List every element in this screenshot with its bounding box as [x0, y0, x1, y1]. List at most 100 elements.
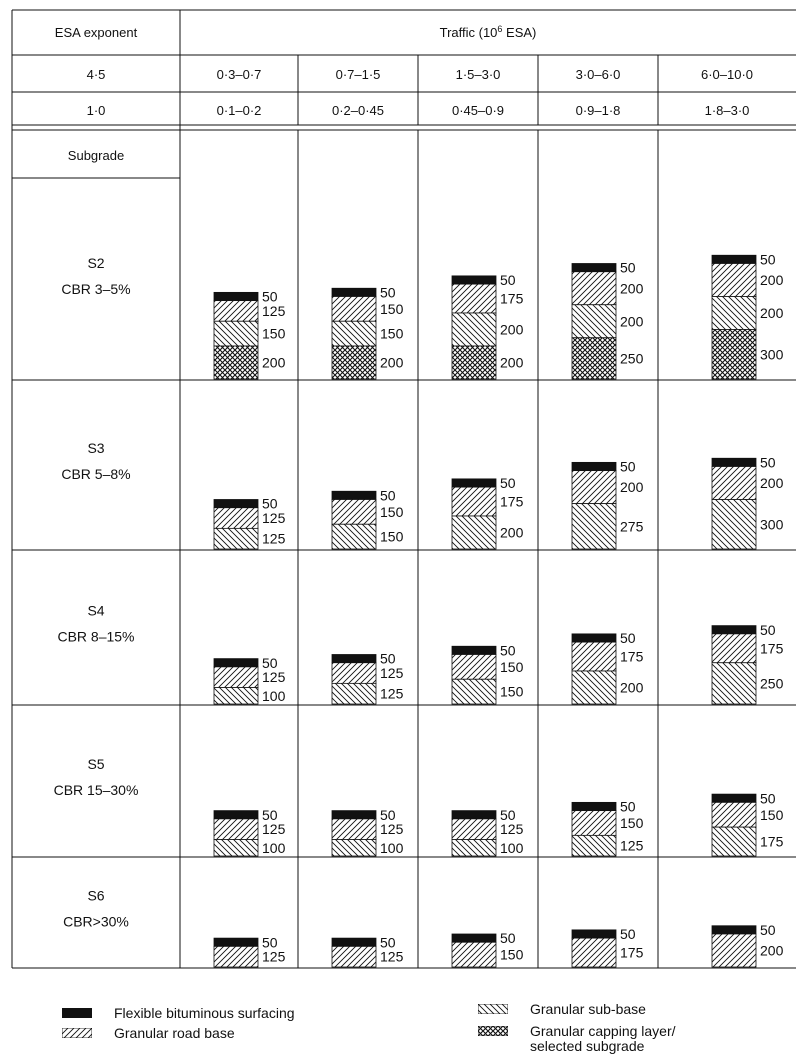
subgrade-header: Subgrade	[68, 148, 124, 163]
subgrade-class: S3	[87, 440, 104, 456]
base-layer	[213, 666, 259, 688]
thickness-label: 175	[500, 291, 524, 307]
sub-layer	[711, 296, 757, 330]
thickness-label: 200	[760, 305, 784, 321]
surf-layer	[213, 291, 259, 302]
base-layer	[711, 801, 757, 828]
sub-layer	[213, 687, 259, 705]
thickness-label: 200	[620, 313, 644, 329]
thickness-label: 50	[262, 289, 278, 305]
base-layer	[571, 810, 617, 836]
thickness-label: 175	[760, 834, 784, 850]
surf-layer	[331, 654, 377, 664]
base-layer	[213, 945, 259, 968]
sub-layer	[451, 515, 497, 550]
base-layer	[711, 633, 757, 664]
surf-layer	[451, 645, 497, 655]
surf-layer	[711, 925, 757, 935]
surf-layer	[331, 287, 377, 297]
surf-layer	[711, 457, 757, 467]
surf-layer	[331, 490, 377, 500]
thickness-label: 50	[760, 622, 776, 638]
subgrade-class: S5	[87, 756, 104, 772]
sub-base-swatch-icon	[478, 1004, 508, 1014]
base-layer	[451, 283, 497, 314]
sub-layer	[213, 839, 259, 857]
table-grid	[11, 9, 796, 969]
capping-swatch-icon	[478, 1026, 508, 1036]
thickness-label: 50	[262, 807, 278, 823]
thickness-label: 200	[262, 355, 286, 371]
thickness-label: 50	[262, 655, 278, 671]
traffic-range: 0·1–0·2	[217, 103, 262, 118]
sub-layer	[451, 312, 497, 347]
base-layer	[451, 941, 497, 968]
thickness-label: 150	[380, 301, 404, 317]
thickness-label: 200	[380, 355, 404, 371]
surf-layer	[571, 633, 617, 643]
thickness-label: 50	[620, 926, 636, 942]
surf-layer	[571, 929, 617, 939]
thickness-label: 50	[380, 934, 396, 950]
base-layer	[711, 263, 757, 297]
subgrade-cbr: CBR 15–30%	[54, 782, 139, 798]
thickness-label: 50	[380, 487, 396, 503]
base-layer	[451, 654, 497, 680]
cap-layer	[451, 345, 497, 380]
traffic-range: 0·3–0·7	[217, 67, 262, 82]
thickness-label: 175	[500, 494, 524, 510]
thickness-label: 50	[760, 454, 776, 470]
surf-layer	[331, 937, 377, 947]
base-layer	[331, 662, 377, 684]
thickness-label: 125	[262, 510, 286, 526]
thickness-label: 100	[262, 688, 286, 704]
sub-layer	[571, 503, 617, 550]
thickness-label: 100	[380, 840, 404, 856]
subgrade-cbr: CBR 5–8%	[61, 466, 130, 482]
sub-layer	[571, 670, 617, 705]
thickness-label: 125	[380, 821, 404, 837]
sub-layer	[571, 304, 617, 339]
traffic-range: 3·0–6·0	[576, 67, 621, 82]
sub-layer	[451, 839, 497, 857]
thickness-label: 50	[262, 496, 278, 512]
thickness-label: 50	[620, 459, 636, 475]
cap-layer	[571, 337, 617, 380]
sub-layer	[213, 527, 259, 550]
thickness-label: 150	[262, 326, 286, 342]
sub-layer	[451, 678, 497, 705]
thickness-label: 100	[500, 840, 524, 856]
subgrade-class: S4	[87, 603, 104, 619]
sub-layer	[711, 662, 757, 705]
legend-sub-base-label: Granular sub-base	[530, 1001, 646, 1017]
layer-stacks: 5012515020050150150200501752002005020020…	[213, 251, 784, 968]
thickness-label: 200	[500, 355, 524, 371]
thickness-label: 150	[500, 659, 524, 675]
legend-surfacing-label: Flexible bituminous surfacing	[114, 1005, 295, 1021]
base-layer	[711, 933, 757, 968]
thickness-label: 50	[620, 799, 636, 815]
base-layer	[213, 818, 259, 840]
traffic-range: 1·5–3·0	[456, 67, 501, 82]
thickness-label: 150	[380, 326, 404, 342]
thickness-label: 300	[760, 516, 784, 532]
sub-layer	[571, 834, 617, 857]
subgrade-class: S6	[87, 888, 104, 904]
thickness-label: 50	[760, 790, 776, 806]
sub-layer	[331, 320, 377, 347]
surf-layer	[571, 461, 617, 472]
thickness-label: 125	[380, 949, 404, 965]
base-layer	[571, 470, 617, 505]
sub-layer	[711, 826, 757, 857]
table-header: ESA exponent Traffic (106 ESA) 4·5 0·3–0·7 0…	[54, 24, 753, 930]
traffic-range: 1·8–3·0	[705, 103, 750, 118]
thickness-label: 50	[620, 260, 636, 276]
surf-layer	[213, 658, 259, 668]
thickness-label: 250	[760, 675, 784, 691]
thickness-label: 175	[620, 945, 644, 961]
road-base-swatch-icon	[62, 1028, 92, 1038]
cap-layer	[711, 329, 757, 380]
thickness-label: 250	[620, 350, 644, 366]
thickness-label: 150	[760, 807, 784, 823]
traffic-range: 0·7–1·5	[336, 67, 381, 82]
